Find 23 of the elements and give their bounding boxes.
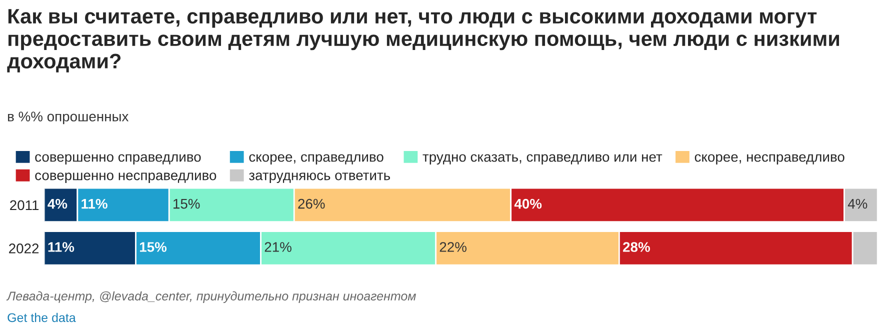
legend-label: скорее, справедливо bbox=[249, 154, 384, 165]
data-label: 15% bbox=[174, 198, 200, 209]
data-label: 11% bbox=[48, 242, 74, 252]
data-label: 15% bbox=[140, 242, 167, 252]
legend-label: совершенно несправедливо bbox=[35, 172, 216, 183]
text: Get the data bbox=[8, 312, 76, 322]
y-tick-label: 2011 bbox=[10, 200, 39, 210]
text: Левада-центр, @levada_center, принудительно признан иноагентом bbox=[6, 291, 416, 303]
data-label: 22% bbox=[440, 242, 466, 252]
data-label: 26% bbox=[298, 198, 325, 209]
legend-label: затрудняюсь ответить bbox=[248, 172, 390, 183]
data-label: 21% bbox=[264, 242, 292, 252]
chart-subtitle: в %% опрошенных bbox=[8, 112, 129, 124]
data-label: 4% bbox=[848, 198, 868, 209]
legend-label: скорее, несправедливо bbox=[694, 154, 844, 165]
legend-label: трудно сказать, справедливо или нет bbox=[422, 154, 662, 165]
chart-title: Как вы считаете, справедливо или нет, что люди с высокими доходами могут предоставить своим детям лучшую медицинскую помощь, чем люди с низкими доходами? bbox=[7, 9, 840, 72]
data-label: 11% bbox=[82, 198, 108, 209]
data-label: 4% bbox=[48, 198, 68, 209]
data-label: 40% bbox=[514, 198, 542, 209]
legend-label: совершенно справедливо bbox=[35, 154, 201, 165]
y-tick-label: 2022 bbox=[9, 244, 39, 254]
data-label: 28% bbox=[623, 242, 650, 252]
